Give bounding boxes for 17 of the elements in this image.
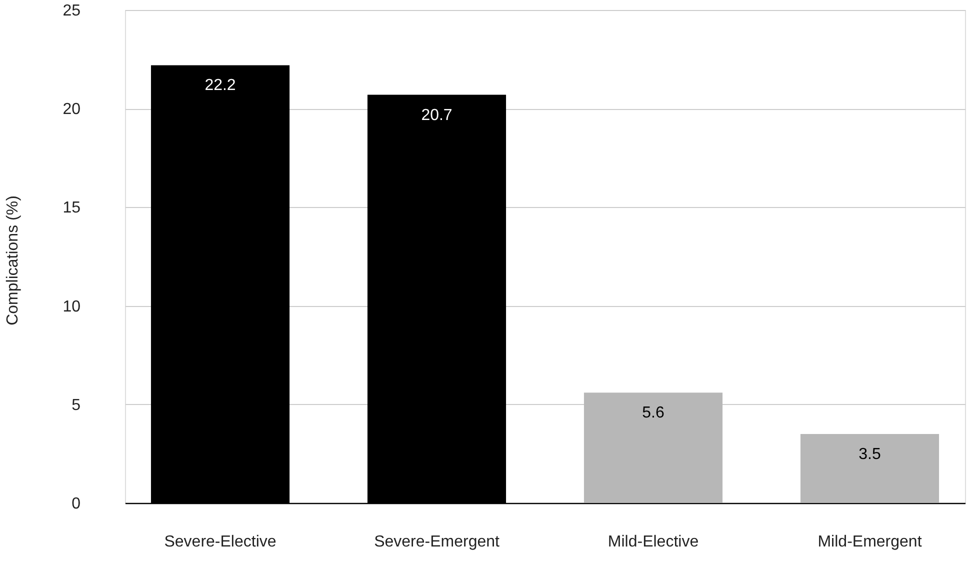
data-label: 22.2 xyxy=(204,77,236,94)
x-tick-label: Severe-Elective xyxy=(164,534,276,550)
x-tick-label: Mild-Elective xyxy=(608,534,699,550)
y-tick-label: 0 xyxy=(72,496,81,512)
y-axis-title: Complications (%) xyxy=(4,196,22,326)
x-tick-label: Mild-Emergent xyxy=(818,534,922,550)
y-tick-label: 10 xyxy=(62,298,81,316)
data-label: 3.5 xyxy=(858,446,881,463)
x-tick-label: Severe-Emergent xyxy=(374,534,500,550)
y-tick-label: 15 xyxy=(62,200,81,217)
y-tick-label: 20 xyxy=(62,101,81,118)
data-label: 20.7 xyxy=(421,106,452,124)
data-label: 5.6 xyxy=(642,404,664,422)
bar xyxy=(584,392,723,503)
y-tick-label: 5 xyxy=(72,396,81,414)
y-tick-label: 25 xyxy=(62,2,81,20)
bar xyxy=(800,434,940,503)
